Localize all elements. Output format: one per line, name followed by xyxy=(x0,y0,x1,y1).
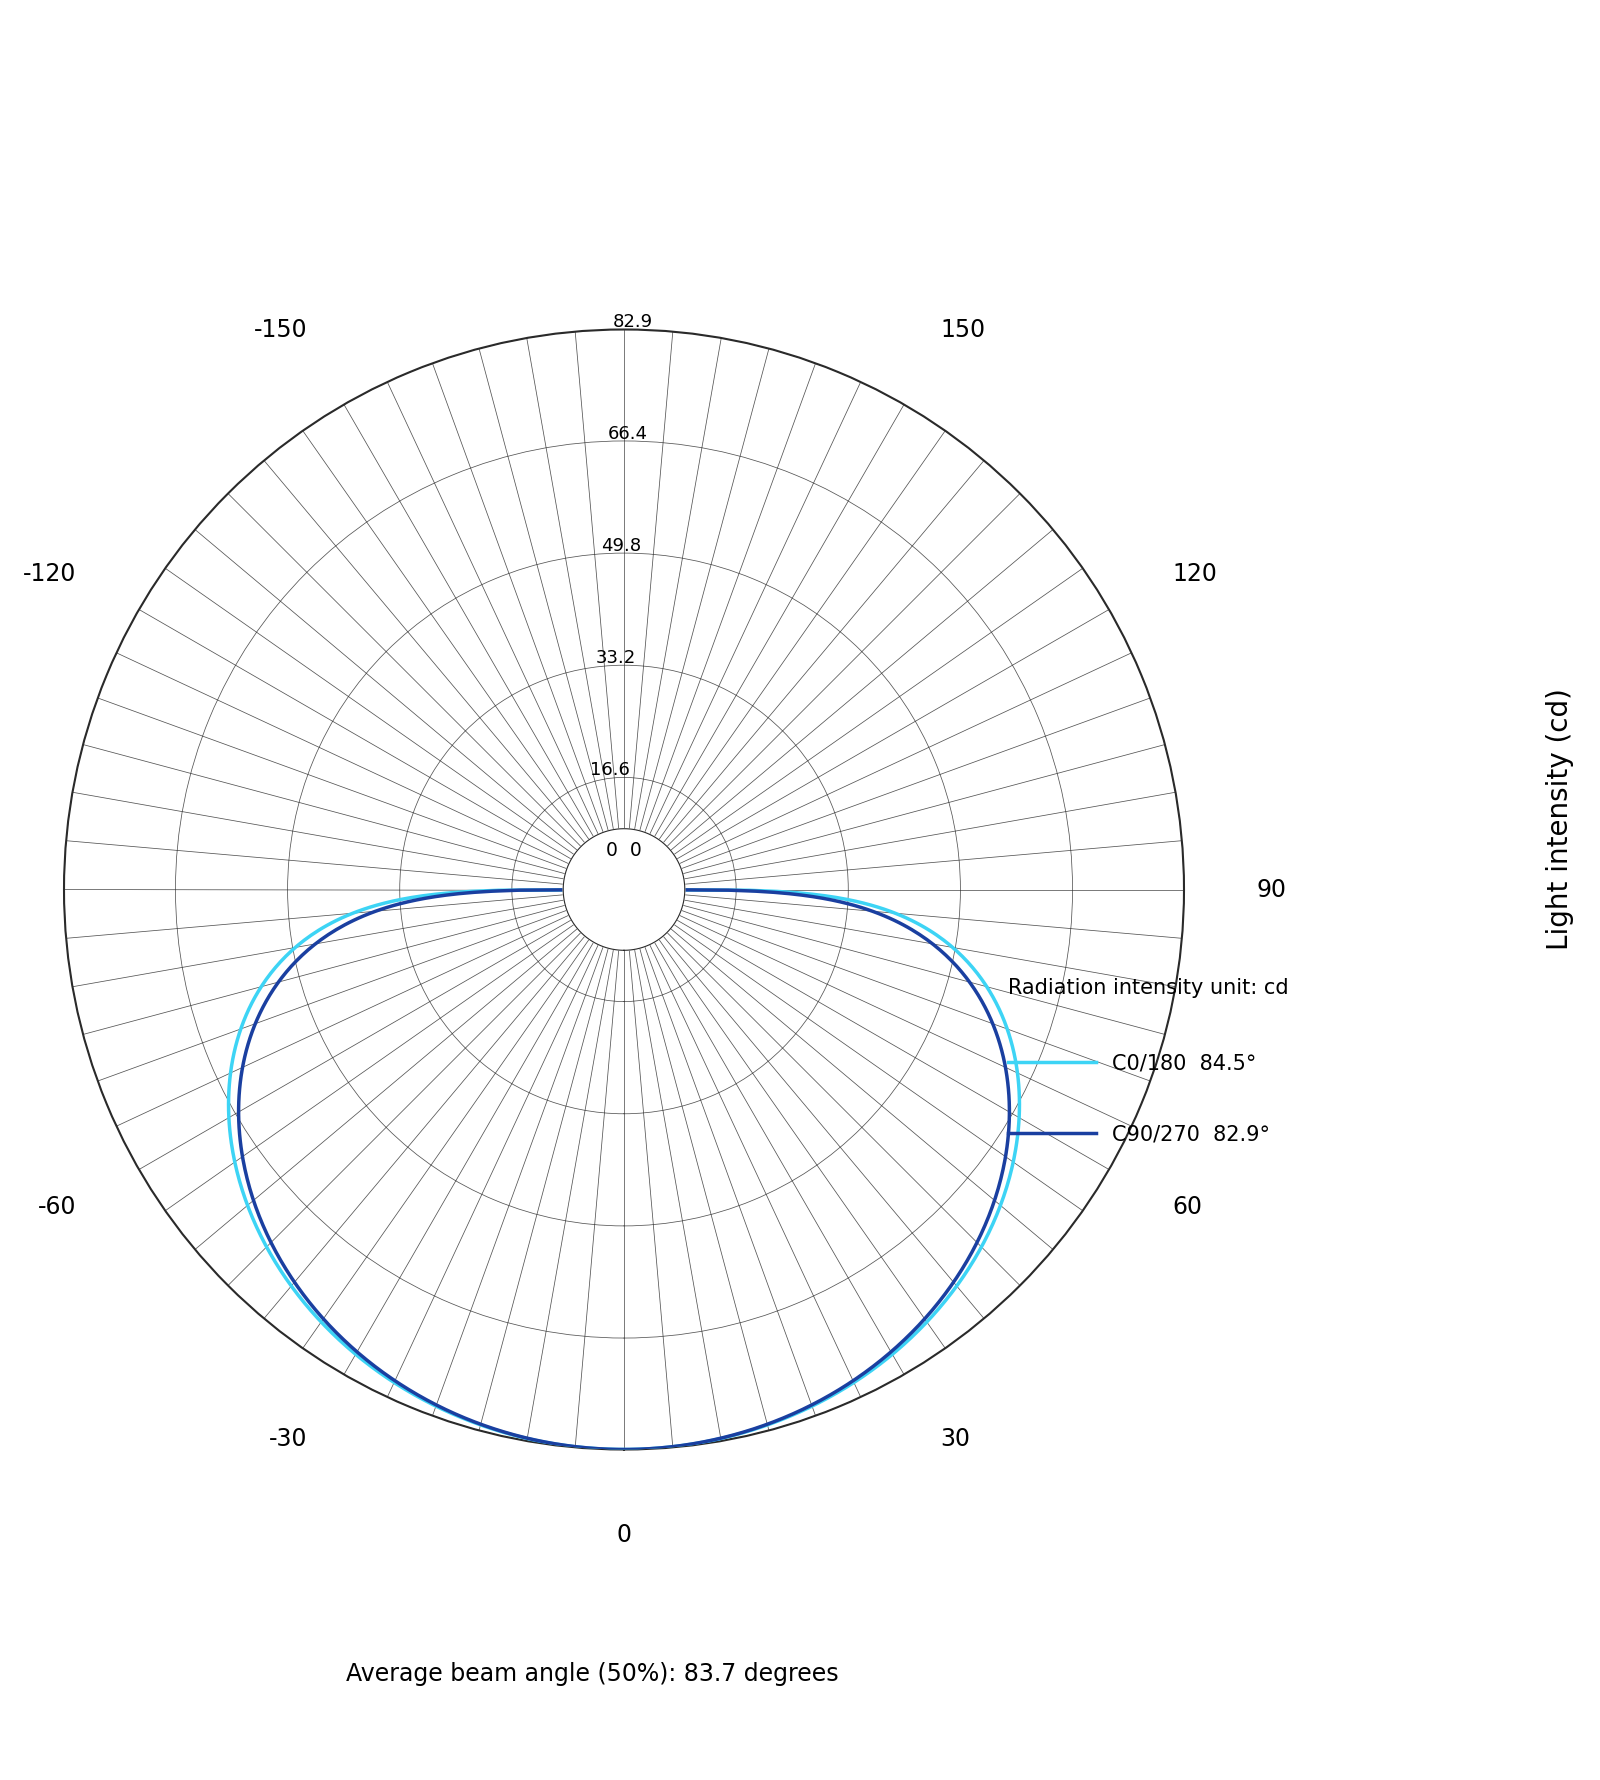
Text: -30: -30 xyxy=(269,1426,307,1449)
Text: 90: 90 xyxy=(1256,878,1286,902)
Text: C0/180  84.5°: C0/180 84.5° xyxy=(1112,1052,1256,1073)
Text: -120: -120 xyxy=(22,562,75,586)
Text: -150: -150 xyxy=(254,319,307,342)
Text: 33.2: 33.2 xyxy=(595,648,635,666)
Polygon shape xyxy=(563,829,685,951)
Text: 150: 150 xyxy=(941,319,986,342)
Text: 0  0: 0 0 xyxy=(606,840,642,860)
Text: 49.8: 49.8 xyxy=(602,536,642,554)
Text: -60: -60 xyxy=(37,1194,75,1218)
Text: Average beam angle (50%): 83.7 degrees: Average beam angle (50%): 83.7 degrees xyxy=(346,1661,838,1686)
Text: Light intensity (cd): Light intensity (cd) xyxy=(1546,687,1574,951)
Text: 66.4: 66.4 xyxy=(608,424,648,441)
Text: 0: 0 xyxy=(616,1522,632,1547)
Text: 30: 30 xyxy=(941,1426,970,1449)
Text: 60: 60 xyxy=(1173,1194,1202,1218)
Text: Radiation intensity unit: cd: Radiation intensity unit: cd xyxy=(1008,977,1288,999)
Text: 120: 120 xyxy=(1173,562,1218,586)
Text: C90/270  82.9°: C90/270 82.9° xyxy=(1112,1123,1270,1145)
Text: 16.6: 16.6 xyxy=(590,760,630,778)
Text: 82.9: 82.9 xyxy=(613,313,653,331)
